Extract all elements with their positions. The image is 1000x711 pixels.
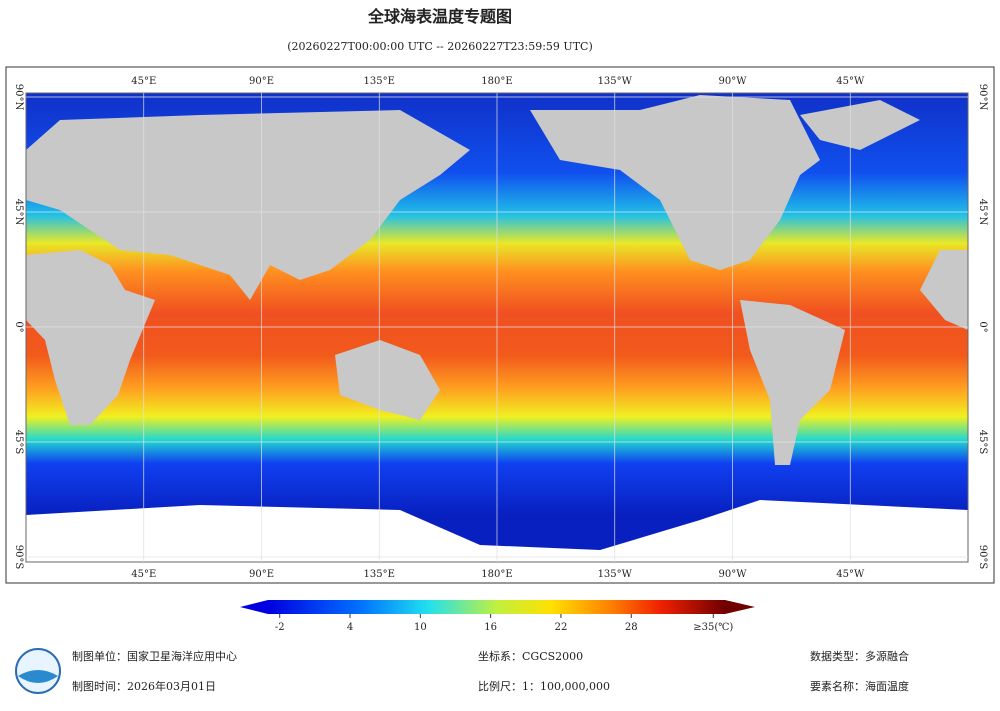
logo <box>15 648 61 694</box>
lat-label: 45°S <box>977 430 988 455</box>
lat-label: 45°N <box>13 199 24 226</box>
lon-label: 180°E <box>481 76 512 87</box>
colorbar-label: -2 <box>275 622 285 633</box>
footer-time: 制图时间：2026年03月01日 <box>72 679 216 693</box>
subtitle: (20260227T00:00:00 UTC -- 20260227T23:59… <box>287 40 593 53</box>
land <box>26 95 968 465</box>
colorbar-low-arrow <box>240 600 268 614</box>
footer-scale: 比例尺：1：100,000,000 <box>478 679 610 693</box>
map-frame <box>5 66 995 584</box>
lon-label: 180°E <box>481 569 512 580</box>
lat-label: 0° <box>13 321 24 332</box>
colorbar-label: ≥35(℃) <box>693 622 733 633</box>
lon-label: 135°E <box>364 76 395 87</box>
lon-label: 90°W <box>718 569 747 580</box>
colorbar-label: 28 <box>625 622 638 633</box>
lon-label: 135°W <box>598 569 633 580</box>
colorbar-label: 16 <box>484 622 497 633</box>
lon-label: 90°W <box>718 76 747 87</box>
colorbar-high-arrow <box>725 600 755 614</box>
lon-label: 45°W <box>836 76 865 87</box>
footer-crs: 坐标系：CGCS2000 <box>478 649 583 663</box>
lat-label: 45°S <box>13 430 24 455</box>
lat-label: 45°N <box>977 199 988 226</box>
lon-label: 90°E <box>249 569 274 580</box>
lat-label: 90°S <box>13 545 24 570</box>
lat-label: 90°S <box>977 545 988 570</box>
lon-label: 45°E <box>131 569 156 580</box>
lon-label: 90°E <box>249 76 274 87</box>
lat-label: 90°N <box>977 84 988 111</box>
lon-label: 135°W <box>598 76 633 87</box>
colorbar-label: 22 <box>555 622 568 633</box>
colorbar <box>268 600 725 614</box>
lon-label: 135°E <box>364 569 395 580</box>
title: 全球海表温度专题图 <box>367 7 512 26</box>
colorbar-label: 4 <box>347 622 353 633</box>
footer-element: 要素名称：海面温度 <box>810 679 909 693</box>
lon-label: 45°W <box>836 569 865 580</box>
lat-label: 90°N <box>13 84 24 111</box>
colorbar-label: 10 <box>414 622 427 633</box>
lon-label: 45°E <box>131 76 156 87</box>
lat-label: 0° <box>977 321 988 332</box>
footer-unit: 制图单位：国家卫星海洋应用中心 <box>72 649 237 663</box>
footer-data-type: 数据类型：多源融合 <box>810 649 909 663</box>
